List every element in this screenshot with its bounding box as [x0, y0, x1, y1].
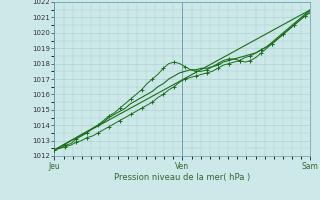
X-axis label: Pression niveau de la mer( hPa ): Pression niveau de la mer( hPa ) [114, 173, 251, 182]
